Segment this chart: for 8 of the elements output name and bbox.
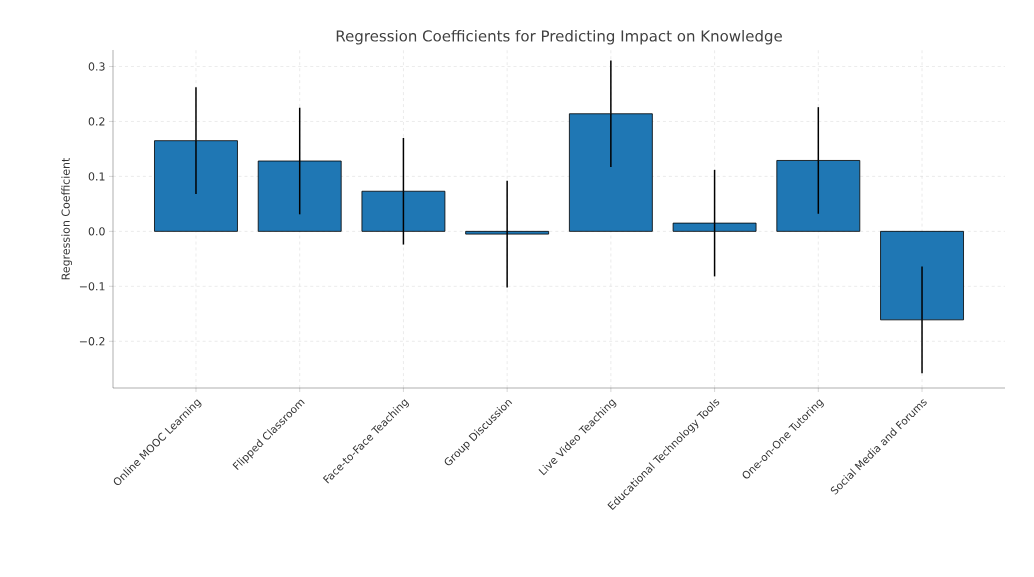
y-tick-label: 0.2 [88, 117, 105, 126]
y-tick-label: 0.3 [88, 62, 105, 71]
y-tick-label: −0.1 [79, 282, 105, 291]
y-axis-title: Regression Coefficient [61, 157, 72, 280]
y-tick-label: −0.2 [79, 337, 105, 346]
y-tick-label: 0.1 [88, 172, 105, 181]
chart-title: Regression Coefficients for Predicting Impact on Knowledge [336, 29, 782, 45]
y-tick-label: 0.0 [88, 227, 105, 236]
